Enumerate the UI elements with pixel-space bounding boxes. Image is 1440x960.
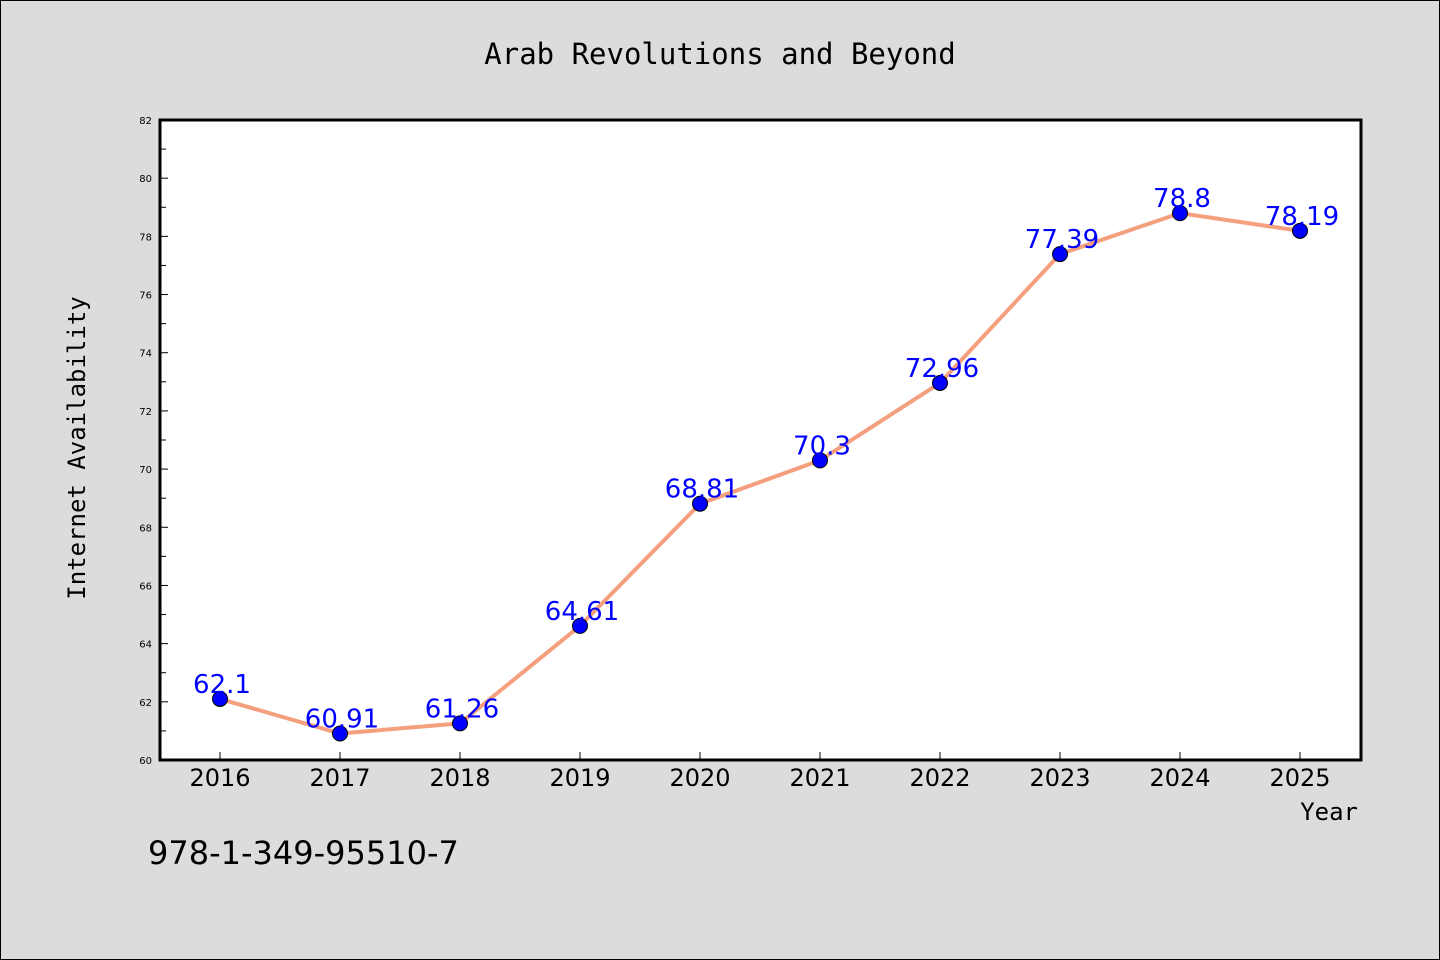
data-point [1172,205,1188,222]
x-axis-label: Year [1300,798,1358,826]
data-point [692,495,708,512]
isbn-text: 978-1-349-95510-7 [148,834,459,872]
y-tick-label: 82 [139,116,152,127]
y-tick-label: 72 [139,407,152,418]
y-tick-label: 62 [139,698,152,709]
data-point [212,690,228,707]
data-point [452,715,468,732]
y-tick-label: 74 [139,349,152,360]
y-axis: 60 62 64 66 68 70 72 74 76 78 80 82 [139,116,168,767]
series-markers [212,205,1308,742]
data-label: 60.91 [305,705,379,735]
x-tick-label: 2022 [909,764,970,792]
series-line [219,211,1301,736]
x-tick-label: 2020 [669,764,730,792]
y-tick-label: 66 [139,581,152,592]
x-tick-label: 2024 [1149,764,1210,792]
x-tick-label: 2017 [309,764,370,792]
y-tick-label: 80 [139,174,152,185]
data-point [1292,222,1308,239]
plot-area [158,118,1363,762]
data-point [332,725,348,742]
data-label: 72.96 [905,354,979,384]
data-label: 70.3 [793,431,851,461]
data-label: 68.81 [665,475,739,505]
data-point [572,617,588,634]
y-axis-label: Internet Availability [63,296,91,599]
data-point [932,374,948,391]
y-tick-label: 76 [139,291,152,302]
data-label: 64.61 [545,597,619,627]
data-point [812,452,828,469]
y-tick-label: 78 [139,232,152,243]
x-tick-label: 2018 [429,764,490,792]
data-label: 78.19 [1265,202,1339,232]
y-tick-label: 70 [139,465,152,476]
y-tick-label: 68 [139,523,152,534]
x-axis: 2016 2017 2018 2019 2020 2021 2022 2023 2024 2025 [189,752,1331,792]
x-tick-label: 2025 [1269,764,1330,792]
x-tick-label: 2021 [789,764,850,792]
chart-title: Arab Revolutions and Beyond [484,37,955,71]
y-tick-label: 60 [139,756,152,767]
data-label: 77.39 [1025,225,1099,255]
data-point [1052,246,1068,263]
data-label: 78.8 [1153,184,1211,214]
data-labels: 62.1 60.91 61.26 64.61 68.81 70.3 72.96 77.39 78… [193,184,1339,734]
data-label: 62.1 [193,670,251,700]
x-tick-label: 2019 [549,764,610,792]
data-label: 61.26 [425,694,499,724]
y-tick-label: 64 [139,640,152,651]
x-tick-label: 2016 [189,764,250,792]
x-tick-label: 2023 [1029,764,1090,792]
